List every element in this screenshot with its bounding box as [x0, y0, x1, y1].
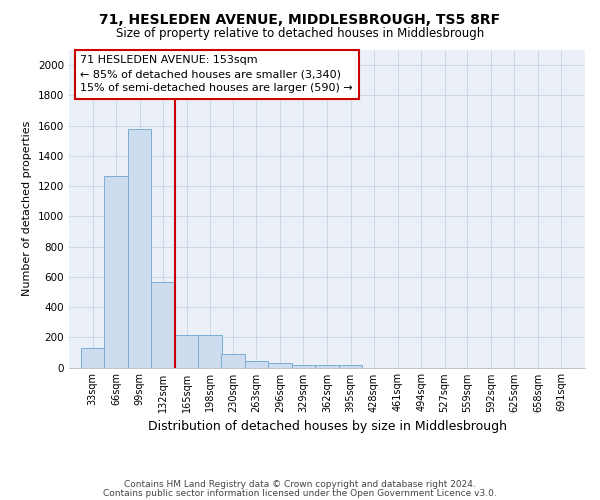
Bar [245, 360, 268, 368]
Bar [199, 335, 222, 368]
Bar [81, 348, 104, 368]
Text: 71 HESLEDEN AVENUE: 153sqm
← 85% of detached houses are smaller (3,340)
15% of s: 71 HESLEDEN AVENUE: 153sqm ← 85% of deta… [80, 55, 353, 93]
Bar [268, 363, 292, 368]
Y-axis label: Number of detached properties: Number of detached properties [22, 121, 32, 296]
X-axis label: Distribution of detached houses by size in Middlesbrough: Distribution of detached houses by size … [148, 420, 506, 433]
Text: Size of property relative to detached houses in Middlesbrough: Size of property relative to detached ho… [116, 28, 484, 40]
Bar [315, 365, 339, 368]
Bar [104, 176, 128, 368]
Bar [292, 365, 315, 368]
Bar [175, 335, 199, 368]
Bar [221, 354, 245, 368]
Bar [128, 128, 151, 368]
Bar [339, 365, 362, 368]
Text: Contains public sector information licensed under the Open Government Licence v3: Contains public sector information licen… [103, 488, 497, 498]
Text: Contains HM Land Registry data © Crown copyright and database right 2024.: Contains HM Land Registry data © Crown c… [124, 480, 476, 489]
Bar [151, 282, 175, 368]
Text: 71, HESLEDEN AVENUE, MIDDLESBROUGH, TS5 8RF: 71, HESLEDEN AVENUE, MIDDLESBROUGH, TS5 … [100, 12, 500, 26]
